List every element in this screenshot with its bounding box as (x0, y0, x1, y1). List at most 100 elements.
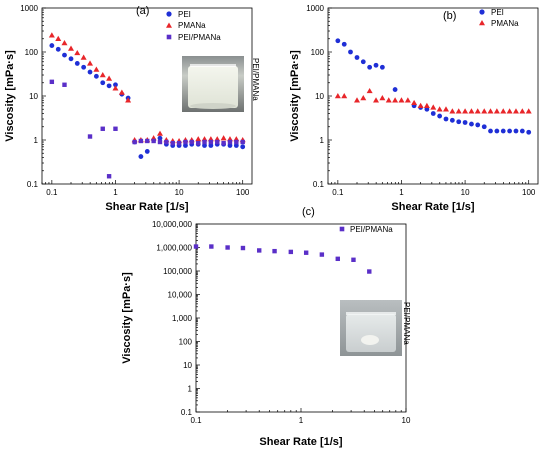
data-point-pei-b (367, 64, 373, 70)
data-point-pei-a (240, 144, 246, 150)
data-point-pei-b (494, 128, 500, 134)
data-points-b (334, 38, 532, 135)
data-point-pei-a (55, 46, 61, 52)
legend-marker-pmana-b (479, 20, 485, 26)
panel-label-a: (a) (136, 5, 149, 17)
data-point-pei-b (341, 41, 347, 47)
y-tick-label-c: 100 (179, 338, 193, 347)
data-point-pmana-b (398, 97, 405, 103)
data-point-pei-b (392, 87, 398, 92)
data-point-peipmana-a (202, 139, 207, 145)
x-tick-label-c: 1 (299, 416, 304, 425)
data-point-pei-a (138, 154, 144, 159)
data-point-pei-b (449, 117, 455, 123)
data-point-pmana-b (404, 97, 411, 103)
data-point-pmana-a (80, 54, 87, 60)
data-point-pei-b (462, 120, 468, 125)
data-point-pmana-b (462, 108, 469, 114)
data-point-pmana-b (468, 108, 475, 114)
x-tick-label-a: 0.1 (46, 188, 58, 197)
data-point-pmana-b (506, 108, 513, 114)
data-point-peipmana-c (288, 249, 294, 255)
x-tick-label-a: 100 (236, 188, 250, 197)
data-point-pmana-b (360, 95, 367, 101)
x-tick-label-a: 10 (175, 188, 184, 197)
data-point-pei-b (360, 59, 366, 65)
data-point-pei-b (526, 129, 532, 135)
data-point-pei-a (74, 61, 80, 66)
legend-label-pmana-a: PMANa (178, 21, 206, 30)
data-point-pei-b (430, 111, 436, 116)
data-point-pmana-b (366, 87, 373, 94)
photo-label-c: PEI/PMANa (402, 302, 411, 345)
data-point-peipmana-a (49, 79, 55, 85)
y-tick-label-c: 100,000 (163, 267, 192, 276)
inset-photo-c (340, 300, 402, 356)
data-point-pmana-b (417, 102, 424, 108)
legend-label-peipmana-c: PEI/PMANa (350, 225, 393, 234)
x-axis-title-b: Shear Rate [1/s] (391, 201, 474, 213)
data-point-peipmana-a (183, 139, 188, 145)
data-point-pmana-b (525, 108, 532, 114)
data-point-pei-b (348, 49, 353, 55)
data-point-pei-a (208, 143, 214, 148)
data-point-pei-b (513, 128, 519, 134)
data-point-pei-a (183, 143, 188, 148)
data-point-pei-b (354, 55, 360, 60)
data-point-pei-b (519, 128, 525, 134)
data-point-pei-a (227, 143, 233, 148)
y-tick-label-c: 10,000,000 (152, 220, 193, 229)
data-point-pmana-a (93, 66, 100, 72)
legend-b: PEI PMANa (479, 8, 519, 28)
legend-marker-pei-b (479, 9, 485, 15)
chart-panel-a: 0.1 1 10 100 0.1 1 10 100 1000 PEI/PMANa (a) PEI… (4, 4, 260, 213)
legend-marker-pei-a (166, 11, 172, 17)
data-point-pei-a (106, 83, 112, 89)
data-point-peipmana-c (272, 248, 277, 254)
data-point-peipmana-a (145, 138, 150, 144)
axis-ticks-b: 0.1 1 10 100 0.1 1 10 100 1000 (306, 4, 536, 197)
legend-label-pei-b: PEI (491, 8, 504, 17)
legend-c: PEI/PMANa (339, 225, 393, 234)
data-point-pei-a (81, 64, 87, 70)
data-point-pei-a (233, 143, 239, 148)
y-tick-label-a: 1 (34, 136, 39, 145)
data-point-pei-b (424, 106, 430, 112)
data-point-pei-a (68, 56, 74, 62)
data-point-pei-a (202, 143, 207, 148)
inset-photo-a (182, 56, 244, 112)
y-tick-label-b: 1000 (306, 4, 324, 13)
data-point-pmana-b (423, 102, 430, 108)
data-point-pei-b (379, 64, 385, 70)
data-point-pmana-b (354, 97, 361, 103)
y-tick-label-a: 0.1 (27, 180, 39, 189)
data-point-peipmana-c (351, 257, 356, 262)
data-point-pei-a (87, 69, 93, 75)
data-point-pmana-b (481, 108, 488, 114)
data-point-peipmana-a (221, 140, 226, 146)
data-point-pmana-a (220, 135, 227, 141)
data-point-pei-a (113, 82, 118, 88)
axis-ticks-a: 0.1 1 10 100 0.1 1 10 100 1000 (20, 4, 250, 197)
data-point-peipmana-a (106, 174, 112, 179)
data-point-peipmana-c (240, 245, 246, 251)
data-point-peipmana-c (209, 244, 214, 249)
legend-a: PEI PMANa PEI/PMANa (166, 10, 221, 42)
data-point-pmana-b (500, 108, 507, 114)
data-points-c (193, 244, 372, 274)
data-point-pmana-b (430, 104, 437, 110)
y-tick-label-b: 0.1 (313, 180, 325, 189)
legend-marker-pmana-a (166, 22, 172, 28)
legend-label-peipmana-a: PEI/PMANa (178, 33, 221, 42)
data-point-peipmana-a (62, 82, 67, 87)
data-point-pmana-a (55, 35, 62, 41)
data-point-pmana-a (156, 130, 163, 136)
data-point-pei-a (144, 149, 150, 154)
data-point-peipmana-a (240, 139, 245, 145)
data-point-peipmana-a (100, 126, 105, 131)
data-point-pmana-b (334, 93, 341, 99)
chart-panel-c: 0.1 1 10 0.1 1 10 100 1,000 10,000 100,000 1,000,0… (121, 206, 411, 448)
y-tick-label-a: 100 (25, 48, 39, 57)
data-point-pmana-b (373, 97, 380, 103)
data-point-pmana-a (61, 40, 68, 46)
